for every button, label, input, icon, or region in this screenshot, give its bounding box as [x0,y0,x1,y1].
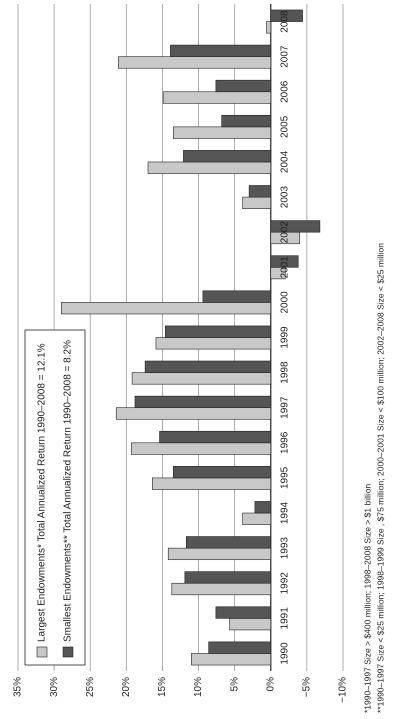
bar [152,477,272,490]
bar [167,547,272,561]
x-tick-label: 1997 [279,396,290,419]
bar [270,9,303,22]
bar [184,571,272,584]
x-tick-label: 2004 [279,150,290,173]
legend-box [24,329,86,666]
bar [147,161,272,174]
x-tick-label: 2003 [279,186,290,209]
y-tick-label: 15% [157,677,168,697]
x-tick-label: 2006 [279,80,290,103]
x-tick-label: 1990 [279,642,290,665]
y-tick-label: 10% [193,677,204,697]
bar [115,407,272,420]
legend-swatch [62,646,74,658]
x-tick-label: 1995 [279,466,290,489]
bar [118,56,272,69]
bar [270,255,299,268]
bar [131,442,272,455]
bar [170,44,272,57]
bar [171,582,272,596]
bar [172,466,272,479]
bar [202,290,272,303]
bar [254,501,272,514]
bar [172,126,272,139]
bar [185,536,272,549]
x-tick-label: 1991 [279,607,290,630]
x-tick-label: 2001 [279,256,290,279]
bar [215,79,272,93]
y-tick-label: 30% [49,677,60,697]
y-tick-label: 25% [85,677,96,697]
x-tick-label: 2000 [279,291,290,314]
bar [221,114,272,128]
bar [61,302,272,315]
x-tick-label: 1993 [279,537,290,560]
bar [208,641,272,654]
y-tick-label: 0% [265,677,276,692]
bar [248,185,272,198]
bar [162,91,272,104]
legend-label: Smallest Endowments** Total Annualized R… [63,340,74,642]
legend-label: Largest Endowments* Total Annualized Ret… [37,343,48,642]
bar [159,430,272,444]
bar [144,360,272,373]
y-tick-label: 5% [229,677,240,692]
x-tick-label: 2007 [279,45,290,68]
x-tick-label: 1999 [279,326,290,349]
bar [191,653,272,666]
x-tick-label: 2005 [279,115,290,138]
bar [215,606,272,619]
footnote: *1990–1997 Size > $400 million; 1998–200… [362,484,372,713]
legend-swatch [36,646,48,658]
x-tick-label: 1992 [279,572,290,595]
bar [165,325,272,338]
bar [229,618,272,631]
x-tick-label: 2008 [279,10,290,33]
y-tick-label: −5% [302,677,313,697]
bar [242,196,272,209]
x-tick-label: 1998 [279,361,290,384]
bar [183,150,272,163]
bar [266,21,272,34]
bar [270,220,321,233]
bar [242,512,272,525]
y-tick-label: 20% [121,677,132,697]
footnote: **1990–1997 Size < $25 million; 1998–199… [375,243,385,713]
x-tick-label: 2002 [279,221,290,244]
y-tick-label: 35% [13,677,24,697]
bar [131,372,272,385]
y-tick-label: −10% [338,677,349,703]
bar [134,395,272,409]
bar [155,337,272,350]
x-tick-label: 1996 [279,431,290,454]
x-tick-label: 1994 [279,501,290,524]
